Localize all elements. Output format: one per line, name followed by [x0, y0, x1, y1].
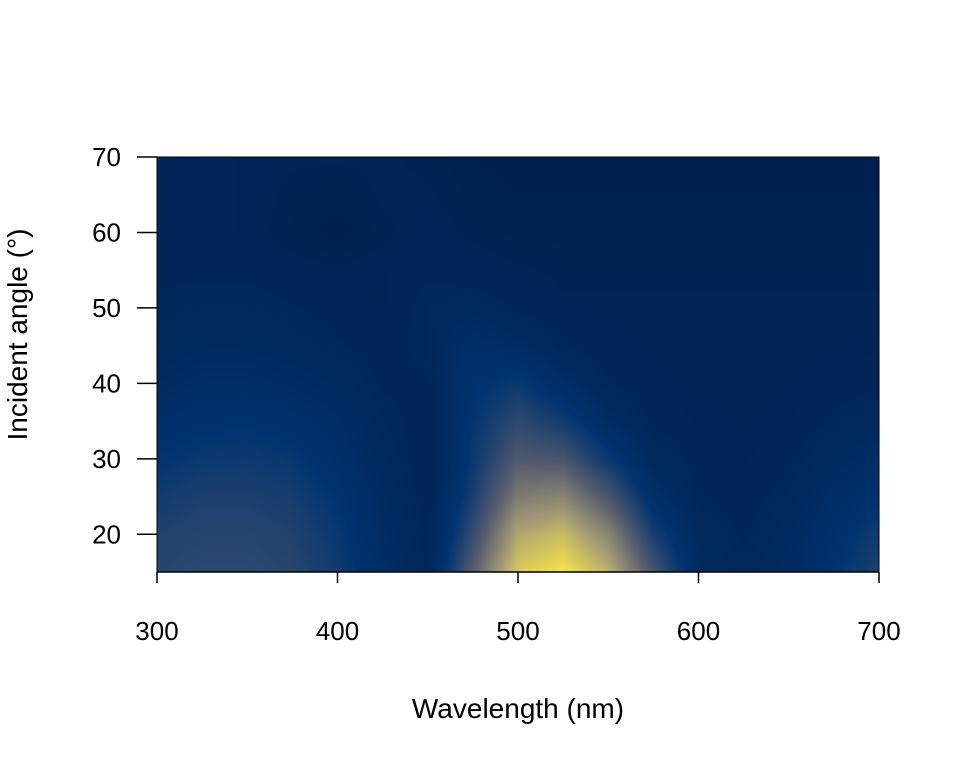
y-tick-label: 50 [92, 293, 121, 323]
x-tick-label: 700 [857, 616, 900, 646]
x-axis-title: Wavelength (nm) [412, 693, 624, 724]
y-axis-title: Incident angle (°) [2, 229, 33, 441]
plot-area [156, 156, 880, 573]
heatmap-surface [157, 157, 879, 572]
y-tick-label: 40 [92, 368, 121, 398]
x-tick-label: 300 [135, 616, 178, 646]
x-axis: 300 400 500 600 700 [135, 571, 901, 646]
x-tick-label: 400 [316, 616, 359, 646]
y-axis: 20 30 40 50 60 70 [92, 142, 157, 549]
x-tick-label: 500 [496, 616, 539, 646]
y-tick-label: 30 [92, 444, 121, 474]
y-tick-label: 20 [92, 519, 121, 549]
y-tick-label: 60 [92, 217, 121, 247]
x-tick-label: 600 [677, 616, 720, 646]
y-tick-label: 70 [92, 142, 121, 172]
